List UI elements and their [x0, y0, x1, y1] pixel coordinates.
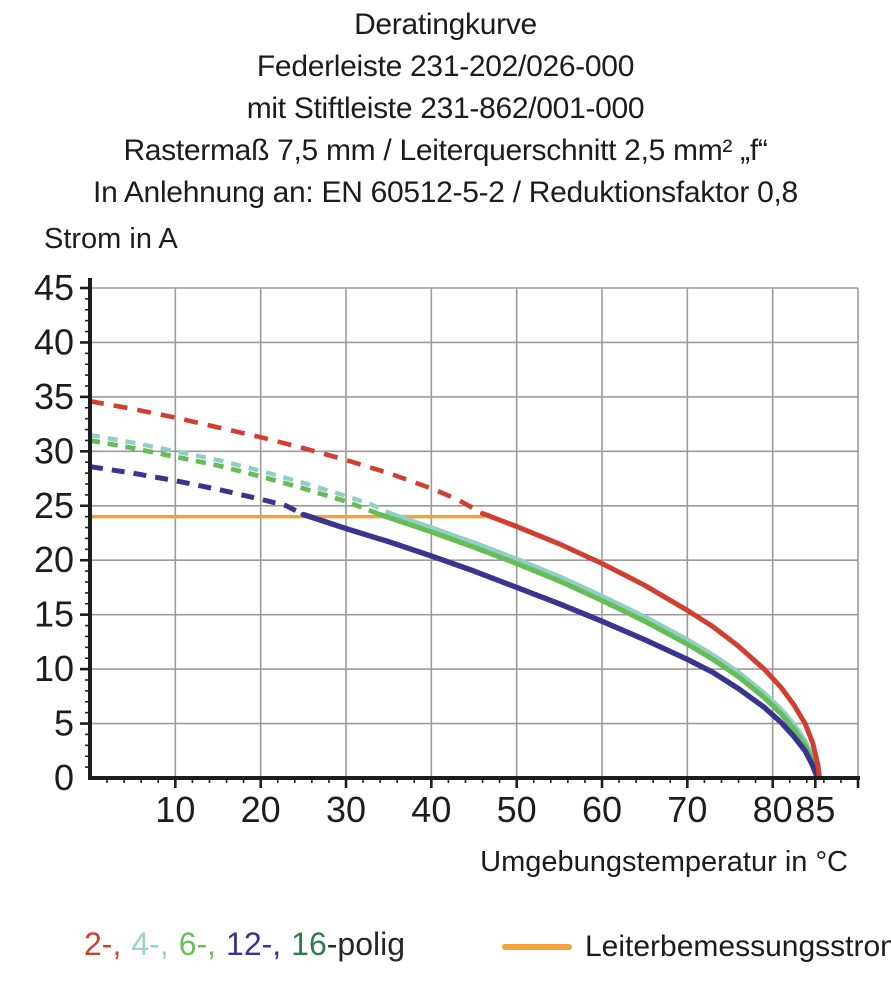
x-axis-title: Umgebungstemperatur in °C: [480, 846, 848, 878]
svg-text:80: 80: [753, 789, 793, 830]
legend-pole-1: 2-,: [84, 926, 122, 962]
svg-text:50: 50: [497, 789, 537, 830]
legend-pole-6: -polig: [326, 926, 406, 962]
legend-pole-4: 12-,: [226, 926, 282, 962]
tick-labels: 0 5 10 15 20 25 30 35 40 45 10 20 30 40 50 60 70 80 85: [34, 267, 835, 830]
rated-current-label: Leiterbemessungsstrom: [585, 930, 891, 963]
grid: [90, 287, 859, 778]
svg-text:40: 40: [411, 789, 451, 830]
title-line-3: mit Stiftleiste 231-862/001-000: [246, 92, 645, 125]
svg-text:35: 35: [34, 376, 74, 417]
svg-text:60: 60: [582, 789, 622, 830]
title-line-1: Deratingkurve: [354, 8, 537, 41]
axes: [80, 278, 860, 788]
legend-pole-3: 6-,: [178, 926, 217, 962]
svg-text:45: 45: [34, 267, 74, 308]
svg-text:10: 10: [155, 789, 195, 830]
title-line-5: In Anlehnung an: EN 60512-5-2 / Reduktio…: [93, 176, 798, 209]
svg-text:0: 0: [54, 757, 74, 798]
svg-text:30: 30: [326, 789, 366, 830]
svg-text:85: 85: [795, 789, 835, 830]
svg-text:10: 10: [34, 648, 74, 689]
series-12-polig: [89, 464, 820, 779]
svg-text:20: 20: [241, 789, 281, 830]
series-2-polig: [89, 398, 822, 779]
rated-current-line-swatch: [502, 944, 572, 950]
title-line-2: Federleiste 231-202/026-000: [256, 50, 635, 83]
series-16-polig: [89, 438, 820, 779]
svg-text:70: 70: [667, 789, 707, 830]
derating-chart: 0 5 10 15 20 25 30 35 40 45 10 20 30 40 50 60 70 80 85: [34, 267, 860, 830]
legend-pole-5: 16: [291, 926, 327, 962]
svg-text:20: 20: [34, 539, 74, 580]
poles-legend: 2-, 4-, 6-, 12-, 16-polig: [84, 926, 405, 963]
title-line-4: Rastermaß 7,5 mm / Leiterquerschnitt 2,5…: [123, 134, 768, 167]
svg-text:5: 5: [54, 703, 74, 744]
y-axis-title: Strom in A: [44, 223, 178, 255]
svg-text:25: 25: [34, 485, 74, 526]
legend-pole-2: 4-,: [131, 926, 169, 962]
series-6-polig: [89, 438, 820, 779]
svg-text:15: 15: [34, 594, 74, 635]
svg-text:40: 40: [34, 321, 74, 362]
svg-text:30: 30: [34, 430, 74, 471]
rated-current-legend: Leiterbemessungsstrom: [502, 926, 891, 968]
title-block: Deratingkurve Federleiste 231-202/026-00…: [0, 4, 891, 214]
